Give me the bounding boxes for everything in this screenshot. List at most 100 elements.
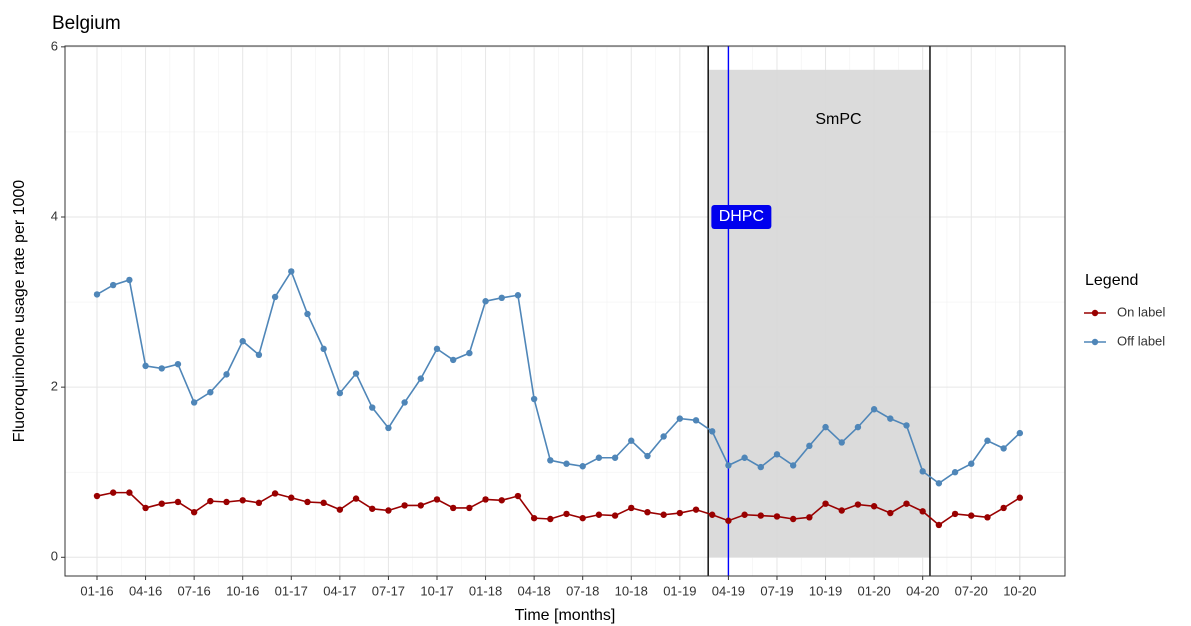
x-tick-label: 07-20 [955,583,988,598]
data-point [385,424,392,432]
data-point [984,514,991,521]
x-axis-title: Time [months] [515,607,616,624]
data-point [968,512,975,519]
data-point [482,496,489,503]
y-tick-label: 0 [51,549,58,564]
data-point [271,490,279,497]
data-point [158,500,165,507]
x-tick-label: 07-19 [760,583,793,598]
data-point [1000,504,1007,512]
data-point [757,512,764,519]
legend-swatch [1091,309,1099,317]
data-point [369,404,376,411]
data-point [628,504,635,512]
data-point [887,415,894,422]
data-point [595,454,603,461]
data-point [806,442,813,450]
data-point [239,497,246,504]
data-point [919,508,926,515]
data-point [288,494,295,501]
data-point [126,489,133,496]
data-point [709,511,716,518]
x-tick-label: 04-20 [906,583,939,598]
data-point [385,507,392,514]
data-point [174,498,182,506]
data-point [158,365,165,372]
data-point [951,469,959,476]
data-point [239,338,246,345]
data-point [417,375,424,382]
data-point [935,521,943,529]
data-point [789,515,797,523]
data-point [174,360,182,368]
data-point [903,500,910,507]
data-point [530,514,538,522]
data-point [822,500,829,507]
data-point [401,399,408,406]
data-point [725,517,732,524]
y-tick-label: 4 [51,208,58,223]
data-point [336,389,344,397]
data-point [547,457,554,464]
smpc-region [708,69,930,558]
data-point [498,294,505,302]
data-point [660,511,667,518]
x-tick-label: 10-18 [615,583,648,598]
data-point [579,514,586,522]
data-point [530,395,538,403]
data-point [207,497,214,505]
series-line [96,491,1021,526]
x-tick-label: 04-19 [712,583,745,598]
data-point [935,480,943,487]
data-point [482,298,489,305]
data-point [773,513,781,520]
x-tick-label: 10-20 [1003,583,1036,598]
data-point [352,495,360,502]
x-tick-label: 04-18 [518,583,551,598]
x-tick-label: 01-19 [663,583,696,598]
data-point [644,452,651,460]
x-tick-label: 10-17 [420,583,453,598]
x-tick-label: 10-19 [809,583,842,598]
panel-border [64,45,1066,577]
data-point [255,351,263,359]
data-point [870,503,878,510]
data-point [288,268,295,275]
chart-title: Belgium [52,13,121,34]
data-point [304,310,311,318]
data-point [1016,494,1024,501]
data-point [822,423,829,431]
y-tick-label: 6 [51,38,58,53]
data-point [126,276,133,284]
data-point [806,514,813,521]
data-point [466,504,473,512]
legend-title: Legend [1085,272,1138,289]
data-point [984,437,991,444]
data-point [514,492,522,500]
data-point [255,499,263,507]
data-point [579,463,586,470]
data-point [725,462,732,469]
data-point [223,498,230,506]
data-point [611,512,619,519]
data-point [320,345,327,353]
data-point [854,501,862,508]
data-point [692,506,700,513]
data-point [741,511,748,518]
data-point [190,399,198,406]
data-point [449,356,457,364]
data-point [563,460,570,467]
data-point [142,362,149,370]
data-point [433,345,441,353]
data-point [109,281,117,289]
data-point [789,462,797,469]
data-point [352,370,360,377]
data-point [563,510,570,518]
data-point [968,460,975,467]
dhpc-label: DHPC [719,208,764,225]
data-point [741,454,748,461]
x-tick-label: 01-16 [80,583,113,598]
data-point [1016,429,1024,437]
data-point [628,437,635,444]
